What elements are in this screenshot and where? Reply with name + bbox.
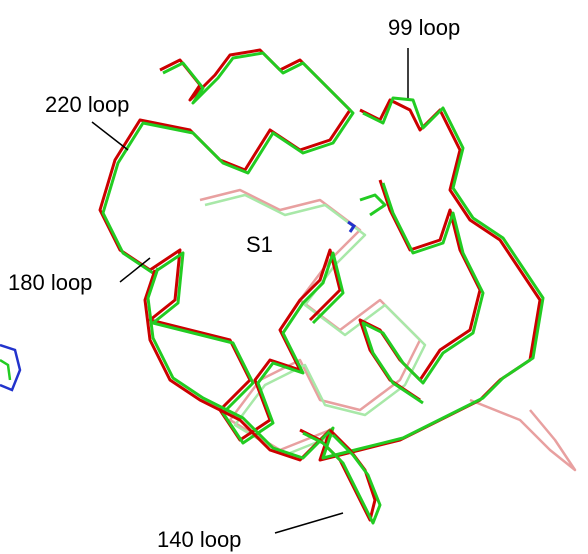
- figure: 99 loop 220 loop S1 180 loop 140 loop: [0, 0, 588, 554]
- background-trace: [470, 400, 575, 470]
- page: 99 loop 220 loop S1 180 loop 140 loop ((…: [0, 0, 588, 554]
- pocket-label: S1: [246, 232, 273, 257]
- loop-label: 220 loop: [45, 92, 129, 117]
- trace-green: [360, 195, 385, 215]
- leader-line: [92, 122, 128, 150]
- loop-label: 140 loop: [157, 527, 241, 552]
- loop-label: 99 loop: [388, 15, 460, 40]
- trace-green: [363, 183, 483, 403]
- leader-line: [275, 513, 343, 533]
- neighbor-trace: [0, 345, 20, 390]
- loop-label: 180 loop: [8, 270, 92, 295]
- trace-red: [360, 180, 480, 400]
- neighbor-trace: [0, 360, 10, 380]
